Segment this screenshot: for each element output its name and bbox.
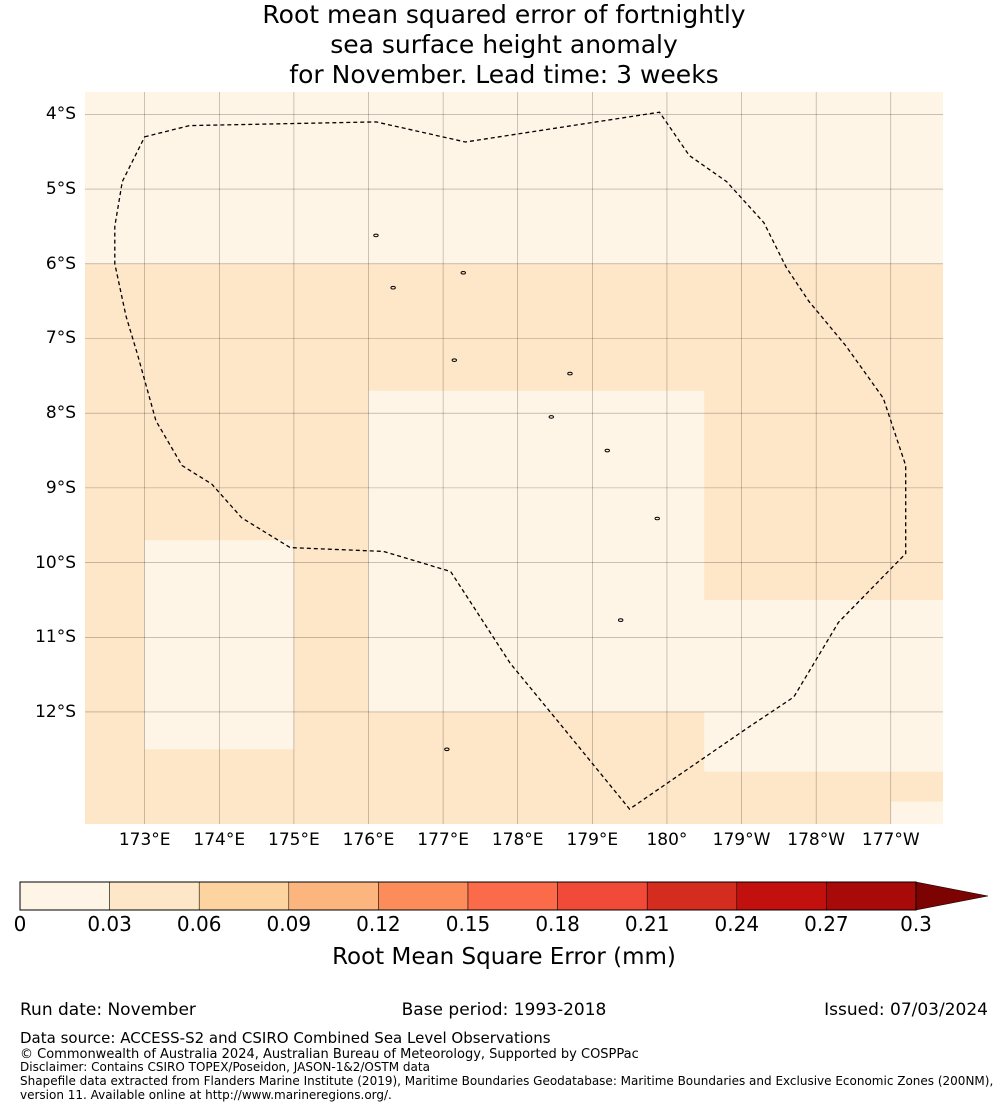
rmse-region [368,390,705,712]
lon-label: 173°E [118,830,171,850]
shapefile-credit: Shapefile data extracted from Flanders M… [20,1074,994,1088]
rmse-region [144,540,294,750]
lat-label: 10°S [35,552,76,573]
colorbar-segment [19,881,110,911]
lat-label: 7°S [45,328,76,349]
lon-label: 177°W [861,830,920,850]
island [604,448,610,453]
colorbar-segment [109,881,200,911]
colorbar-tick: 0 [13,912,27,936]
disclaimer: Disclaimer: Contains CSIRO TOPEX/Poseido… [20,1060,430,1074]
colorbar-segment [646,881,738,911]
lon-label: 176°E [342,830,395,850]
colorbar-tick: 0.12 [356,912,401,936]
lon-label: 178°W [787,830,846,850]
colorbar-tick: 0.21 [624,912,670,936]
lon-label: 180° [646,830,688,850]
island [390,285,396,290]
lat-label: 11°S [35,627,76,648]
island [460,270,466,275]
title-line-1: Root mean squared error of fortnightly [262,0,746,29]
colorbar-segment [288,881,379,911]
colorbar-tick: 0.18 [535,912,580,936]
islands [373,233,660,752]
rmse-region [704,599,943,772]
colorbar-segment [467,881,558,911]
lon-label: 174°E [193,830,246,850]
colorbar-tick: 0.24 [714,912,760,936]
island [617,618,624,622]
colorbar [19,881,989,911]
rmse-region [890,801,943,824]
colorbar-tick: 0.06 [176,912,222,936]
island [654,516,660,521]
colorbar-tick: 0.3 [900,912,932,936]
lon-label: 179°E [566,830,619,850]
lon-label: 175°E [268,830,320,850]
lon-label: 179°W [712,830,771,850]
colorbar-label: Root Mean Square Error (mm) [332,944,676,970]
colorbar-frame [19,881,917,911]
chart-title: Root mean squared error of fortnightly s… [0,0,1008,90]
shapefile-credit-2: version 11. Available online at http://w… [20,1088,392,1102]
lat-label: 6°S [45,253,76,274]
graticule [85,92,943,824]
colorbar-segment [378,881,469,911]
colorbar-extend-arrow [915,881,989,911]
island [567,371,573,376]
issued-date: Issued: 07/03/2024 [824,1000,988,1020]
title-line-3: for November. Lead time: 3 weeks [289,60,719,89]
lat-label: 4°S [45,104,76,125]
colorbar-segment [736,881,827,911]
title-line-2: sea surface height anomaly [330,30,678,59]
lat-label: 9°S [45,477,76,498]
colorbar-segment [198,881,290,911]
colorbar-segment [826,881,917,911]
lat-label: 8°S [45,403,76,424]
island [373,233,379,238]
colorbar-tick: 0.03 [87,912,132,936]
lat-label: 5°S [45,179,76,200]
colorbar-tick: 0.15 [445,912,491,936]
lon-label: 177°E [417,830,469,850]
island [444,747,450,752]
island [451,358,458,362]
eez-boundary [114,111,907,810]
lat-label: 12°S [35,701,76,722]
colorbar-tick: 0.09 [266,912,312,936]
rmse-field [85,92,943,825]
colorbar-segment [557,881,648,911]
data-source: Data source: ACCESS-S2 and CSIRO Combine… [20,1029,551,1047]
base-period: Base period: 1993-2018 [401,1000,607,1020]
island [548,415,555,419]
run-date: Run date: November [20,1000,196,1020]
lon-label: 178°E [491,830,544,850]
copyright: © Commonwealth of Australia 2024, Austra… [20,1047,639,1062]
colorbar-tick: 0.27 [804,912,849,936]
